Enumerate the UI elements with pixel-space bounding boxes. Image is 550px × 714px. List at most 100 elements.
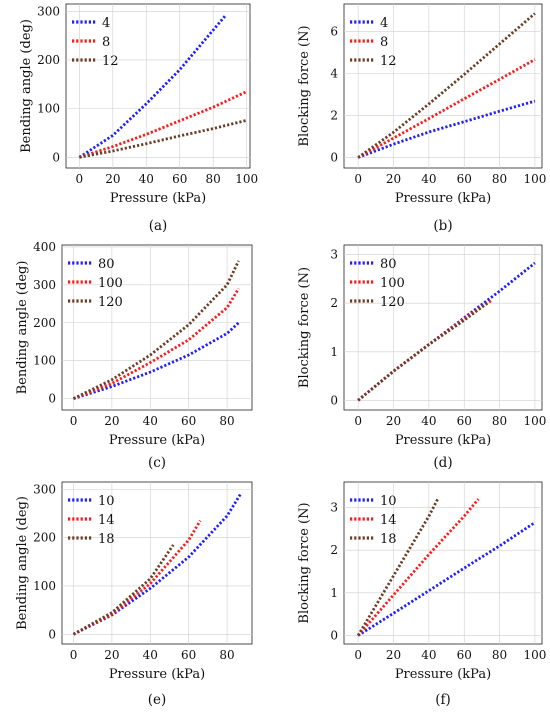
chart-panel-2: 0 20 40 60 80 100 0 2 4 6 Pressure (kPa) Blocking f… <box>297 3 546 234</box>
series-line-18 <box>72 544 175 636</box>
x-axis-label: Pressure (kPa) <box>395 191 491 206</box>
x-axis-label: Pressure (kPa) <box>395 433 491 448</box>
legend-label: 80 <box>380 257 397 272</box>
x-tick-label: 100 <box>235 172 258 186</box>
x-tick-label: 20 <box>386 414 401 428</box>
y-tick-label: 100 <box>37 102 60 116</box>
y-axis-label: Blocking force (N) <box>297 25 312 146</box>
x-axis-label: Pressure (kPa) <box>109 433 205 448</box>
x-tick-label: 20 <box>105 172 120 186</box>
x-tick-label: 0 <box>354 172 362 186</box>
y-tick-label: 200 <box>33 531 56 545</box>
panel-caption: (c) <box>148 455 166 471</box>
x-tick-label: 60 <box>181 648 196 662</box>
legend-label: 120 <box>380 295 405 310</box>
legend-label: 8 <box>380 35 388 50</box>
panel-caption: (b) <box>433 218 452 234</box>
series-line-120 <box>72 260 240 400</box>
x-tick-label: 100 <box>523 414 546 428</box>
y-axis-label: Blocking force (N) <box>297 267 312 388</box>
y-tick-label: 100 <box>33 354 56 368</box>
legend-label: 10 <box>380 494 397 509</box>
y-tick-label: 300 <box>33 278 56 292</box>
x-tick-label: 0 <box>70 648 78 662</box>
x-tick-label: 60 <box>172 172 187 186</box>
y-tick-label: 300 <box>33 482 56 496</box>
y-axis-label: Bending angle (deg) <box>15 261 30 395</box>
legend: 10 14 18 <box>68 494 115 547</box>
y-tick-label: 2 <box>330 296 338 310</box>
x-tick-label: 40 <box>421 414 436 428</box>
x-tick-label: 80 <box>492 414 507 428</box>
legend-label: 100 <box>98 276 123 291</box>
x-tick-label: 20 <box>104 414 119 428</box>
y-tick-label: 0 <box>330 393 338 407</box>
plot-frame <box>61 481 253 645</box>
x-tick-label: 20 <box>386 172 401 186</box>
chart-panel-4: 0 20 40 60 80 100 0 1 2 3 Pressure (kPa) Blocking f… <box>297 244 546 471</box>
y-tick-label: 2 <box>330 543 338 557</box>
series-line-10 <box>357 521 536 637</box>
legend-label: 4 <box>380 16 388 31</box>
legend-label: 4 <box>102 16 110 31</box>
x-tick-label: 80 <box>492 648 507 662</box>
y-tick-label: 0 <box>330 628 338 642</box>
legend-label: 120 <box>98 295 123 310</box>
y-tick-label: 0 <box>48 627 56 641</box>
y-axis-label: Bending angle (deg) <box>19 19 34 153</box>
y-tick-label: 0 <box>48 392 56 406</box>
x-tick-label: 100 <box>523 648 546 662</box>
x-tick-label: 60 <box>457 172 472 186</box>
plot-frame <box>65 3 251 169</box>
x-axis-label: Pressure (kPa) <box>110 191 206 206</box>
y-tick-label: 200 <box>37 53 60 67</box>
legend-label: 14 <box>380 513 397 528</box>
y-tick-label: 300 <box>37 4 60 18</box>
y-tick-label: 400 <box>33 240 56 254</box>
x-tick-label: 0 <box>354 648 362 662</box>
x-tick-label: 20 <box>386 648 401 662</box>
x-tick-label: 60 <box>457 648 472 662</box>
series-line-4 <box>357 99 536 159</box>
series-line-12 <box>79 118 248 159</box>
x-tick-label: 20 <box>104 648 119 662</box>
x-tick-label: 0 <box>76 172 84 186</box>
x-tick-label: 40 <box>143 648 158 662</box>
legend: 10 14 18 <box>350 494 397 547</box>
x-tick-label: 40 <box>143 414 158 428</box>
panel-caption: (e) <box>148 692 167 708</box>
x-tick-label: 80 <box>206 172 221 186</box>
y-tick-label: 1 <box>330 586 338 600</box>
panel-caption: (d) <box>433 455 452 471</box>
x-axis-label: Pressure (kPa) <box>395 667 491 682</box>
plot-frame <box>61 244 253 411</box>
series-line-12 <box>357 12 536 159</box>
legend-label: 18 <box>380 532 397 547</box>
legend-label: 100 <box>380 276 405 291</box>
legend: 4 8 12 <box>72 16 119 69</box>
legend-label: 18 <box>98 532 115 547</box>
legend-label: 10 <box>98 494 115 509</box>
x-tick-label: 0 <box>354 414 362 428</box>
chart-panel-6: 0 20 40 60 80 100 0 1 2 3 Pressure (kPa) Blocking f… <box>297 481 546 708</box>
series-line-100 <box>72 287 240 400</box>
y-tick-label: 200 <box>33 316 56 330</box>
legend-label: 14 <box>98 513 115 528</box>
legend: 80 100 120 <box>350 257 405 310</box>
y-tick-label: 0 <box>330 150 338 164</box>
x-tick-label: 100 <box>523 172 546 186</box>
y-tick-label: 3 <box>330 248 338 262</box>
y-tick-label: 1 <box>330 345 338 359</box>
x-tick-label: 60 <box>457 414 472 428</box>
x-tick-label: 40 <box>139 172 154 186</box>
series-line-10 <box>72 493 242 636</box>
series-line-8 <box>78 90 248 159</box>
x-tick-label: 80 <box>219 414 234 428</box>
legend-label: 12 <box>380 54 397 69</box>
y-axis-label: Blocking force (N) <box>297 502 312 623</box>
legend-label: 12 <box>102 54 119 69</box>
y-axis-label: Bending angle (deg) <box>15 496 30 630</box>
plot-frame <box>343 3 543 169</box>
plot-frame <box>343 244 543 411</box>
